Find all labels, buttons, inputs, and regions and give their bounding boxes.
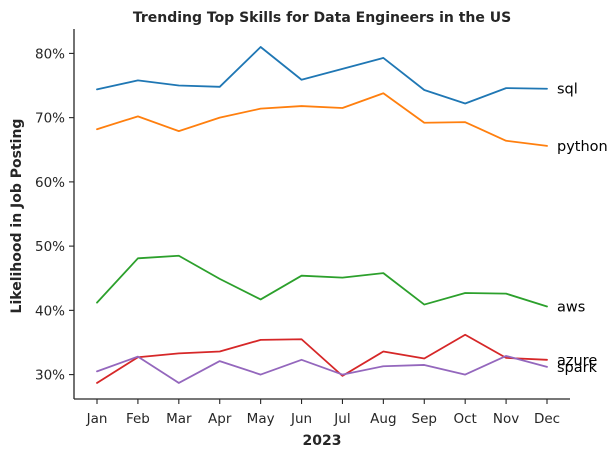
series-label-sql: sql — [557, 82, 578, 98]
series-line-aws — [96, 254, 548, 308]
series-line-sql — [96, 46, 548, 105]
series-label-python: python — [557, 139, 608, 155]
x-tick-label: Jul — [333, 411, 350, 427]
series-line-spark — [96, 355, 548, 384]
x-tick-label: May — [247, 411, 275, 427]
y-tick-label: 60% — [35, 175, 65, 191]
x-tick-label: Dec — [534, 411, 560, 427]
x-tick-label: Jun — [290, 411, 312, 427]
series-label-aws: aws — [557, 300, 585, 316]
x-tick-label: Nov — [493, 411, 519, 427]
x-tick-label: Jan — [86, 411, 108, 427]
y-axis-ticks: 30% 40% 50% 60% 70% 80% — [35, 46, 74, 384]
series-line-python — [96, 92, 548, 147]
series-lines — [96, 46, 548, 384]
series-line-azure — [96, 333, 548, 384]
x-tick-label: Oct — [454, 411, 477, 427]
series-label-azure: azure — [557, 353, 597, 369]
x-axis-label: 2023 — [303, 433, 342, 449]
chart-title: Trending Top Skills for Data Engineers i… — [133, 10, 511, 26]
x-axis-ticks: Jan Feb Mar Apr May Jun Jul Aug Sep Oct Nov Dec — [86, 399, 560, 427]
y-tick-label: 40% — [35, 303, 65, 319]
x-tick-label: Apr — [208, 411, 232, 427]
x-tick-label: Aug — [370, 411, 396, 427]
y-tick-label: 70% — [35, 111, 65, 127]
y-tick-label: 30% — [35, 368, 65, 384]
x-tick-label: Sep — [412, 411, 437, 427]
x-tick-label: Feb — [126, 411, 150, 427]
y-tick-label: 50% — [35, 239, 65, 255]
y-axis-label: Likelihood in Job Posting — [9, 119, 25, 314]
x-tick-label: Mar — [166, 411, 192, 427]
y-tick-label: 80% — [35, 46, 65, 62]
series-label-spark: spark — [557, 360, 598, 376]
